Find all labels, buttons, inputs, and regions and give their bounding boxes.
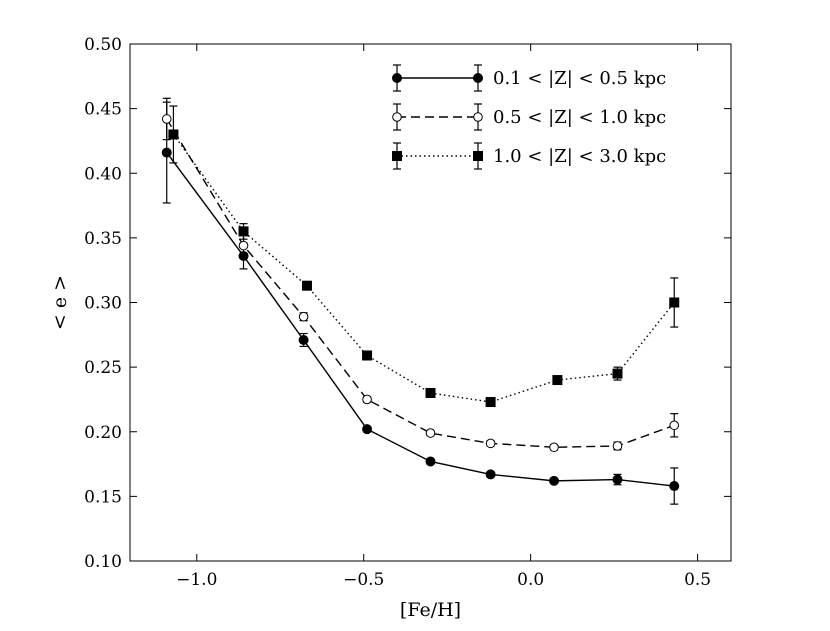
series-1-point-1 [161, 147, 172, 158]
series-2-point-6 [485, 438, 496, 449]
legend-marker-1-1 [392, 73, 402, 83]
legend-entry-3: 1.0 < |Z| < 3.0 kpc [392, 142, 666, 170]
y-tick-label-4: 0.25 [84, 358, 122, 378]
series-1-point-9 [669, 481, 680, 492]
series-2-point-9 [669, 420, 680, 431]
legend-entry-1: 0.1 < |Z| < 0.5 kpc [392, 64, 666, 92]
series-3-point-3 [301, 280, 312, 291]
series-1-point-6 [485, 469, 496, 480]
legend-label-3: 1.0 < |Z| < 3.0 kpc [493, 146, 666, 167]
plot-marks [161, 97, 680, 505]
series-3-line [172, 134, 675, 403]
y-axis-label: < e > [49, 275, 71, 330]
legend-label-2: 0.5 < |Z| < 1.0 kpc [493, 107, 666, 128]
series-3-point-2 [238, 226, 249, 237]
series-2-point-3 [298, 311, 309, 322]
series-2-point-2 [238, 240, 249, 251]
series-2-point-7 [549, 442, 559, 453]
series-3-point-7 [552, 375, 563, 386]
y-tick-label-6: 0.35 [84, 229, 122, 249]
y-tick-label-2: 0.15 [84, 487, 122, 507]
series-2-line [166, 118, 675, 448]
series-3-point-5 [425, 387, 436, 398]
x-tick-label-4: 0.5 [684, 570, 711, 590]
legend-marker-3-2 [473, 151, 483, 161]
series-1-point-8 [612, 474, 623, 485]
series-1-point-5 [425, 456, 436, 467]
y-tick-label-1: 0.10 [84, 552, 122, 572]
y-tick-label-7: 0.40 [84, 164, 122, 184]
series-1-line [166, 152, 675, 487]
series-2-point-5 [425, 428, 436, 438]
axes: −1.0 −0.5 0.0 0.5 0.10 0.15 0.20 0.25 0.30 0.35 0.… [49, 35, 732, 621]
y-tick-label-8: 0.45 [84, 100, 122, 120]
series-3-point-8 [612, 368, 623, 379]
legend: 0.1 < |Z| < 0.5 kpc 0.5 < |Z| < 1.0 kpc 1.… [392, 64, 666, 170]
series-2-point-4 [362, 394, 372, 405]
x-tick-label-2: −0.5 [343, 570, 384, 590]
series-1-point-4 [362, 424, 373, 435]
y-tick-label-3: 0.20 [84, 423, 122, 443]
x-tick-label-1: −1.0 [176, 570, 217, 590]
legend-marker-3-1 [392, 151, 402, 161]
series-1-point-7 [549, 475, 560, 486]
series-3-point-1 [168, 129, 179, 140]
y-tick-label-5: 0.30 [84, 294, 122, 314]
series-1-point-3 [298, 334, 309, 345]
series-3-point-6 [485, 397, 496, 408]
series-3-point-9 [669, 297, 680, 308]
x-tick-label-3: 0.0 [517, 570, 544, 590]
legend-marker-2-2 [473, 112, 483, 122]
y-tick-label-9: 0.50 [84, 35, 122, 55]
series-3-point-4 [362, 350, 373, 361]
series-2-point-8 [612, 441, 623, 451]
legend-marker-1-2 [473, 73, 483, 83]
legend-label-1: 0.1 < |Z| < 0.5 kpc [493, 68, 666, 89]
x-axis-label: [Fe/H] [400, 599, 461, 621]
legend-marker-2-1 [392, 112, 402, 122]
series-2-point-1 [161, 114, 172, 124]
legend-entry-2: 0.5 < |Z| < 1.0 kpc [392, 103, 666, 131]
